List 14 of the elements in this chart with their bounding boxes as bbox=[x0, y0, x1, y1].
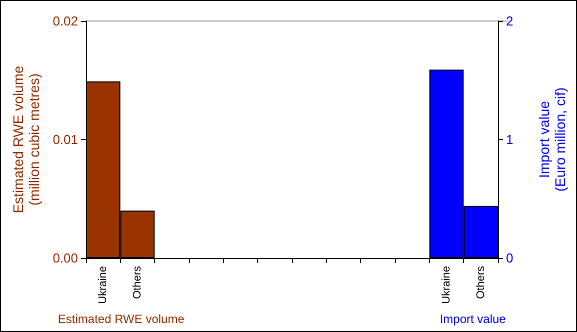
y2-axis-title: Import value (Euro million, cif) bbox=[536, 87, 568, 192]
text: Estimated RWE volume bbox=[58, 312, 185, 326]
y2-tick-label: 0 bbox=[506, 250, 514, 266]
y-tick-label: 0.02 bbox=[52, 14, 78, 28]
y-tick-label: 0.01 bbox=[52, 132, 78, 147]
text: Import value bbox=[440, 312, 506, 326]
x-tick-label: Others bbox=[474, 266, 487, 300]
y-tick-label: 0.00 bbox=[52, 250, 78, 266]
x-tick-label: Others bbox=[132, 266, 144, 300]
x-tick-label: Ukraine bbox=[440, 266, 452, 304]
y-axis-title: Estimated RWE volume (million cubic metres) bbox=[10, 66, 42, 214]
y2-tick-label: 2 bbox=[506, 14, 514, 28]
x-tick-label: Ukraine bbox=[97, 266, 110, 304]
y2-tick-label: 1 bbox=[506, 132, 514, 147]
